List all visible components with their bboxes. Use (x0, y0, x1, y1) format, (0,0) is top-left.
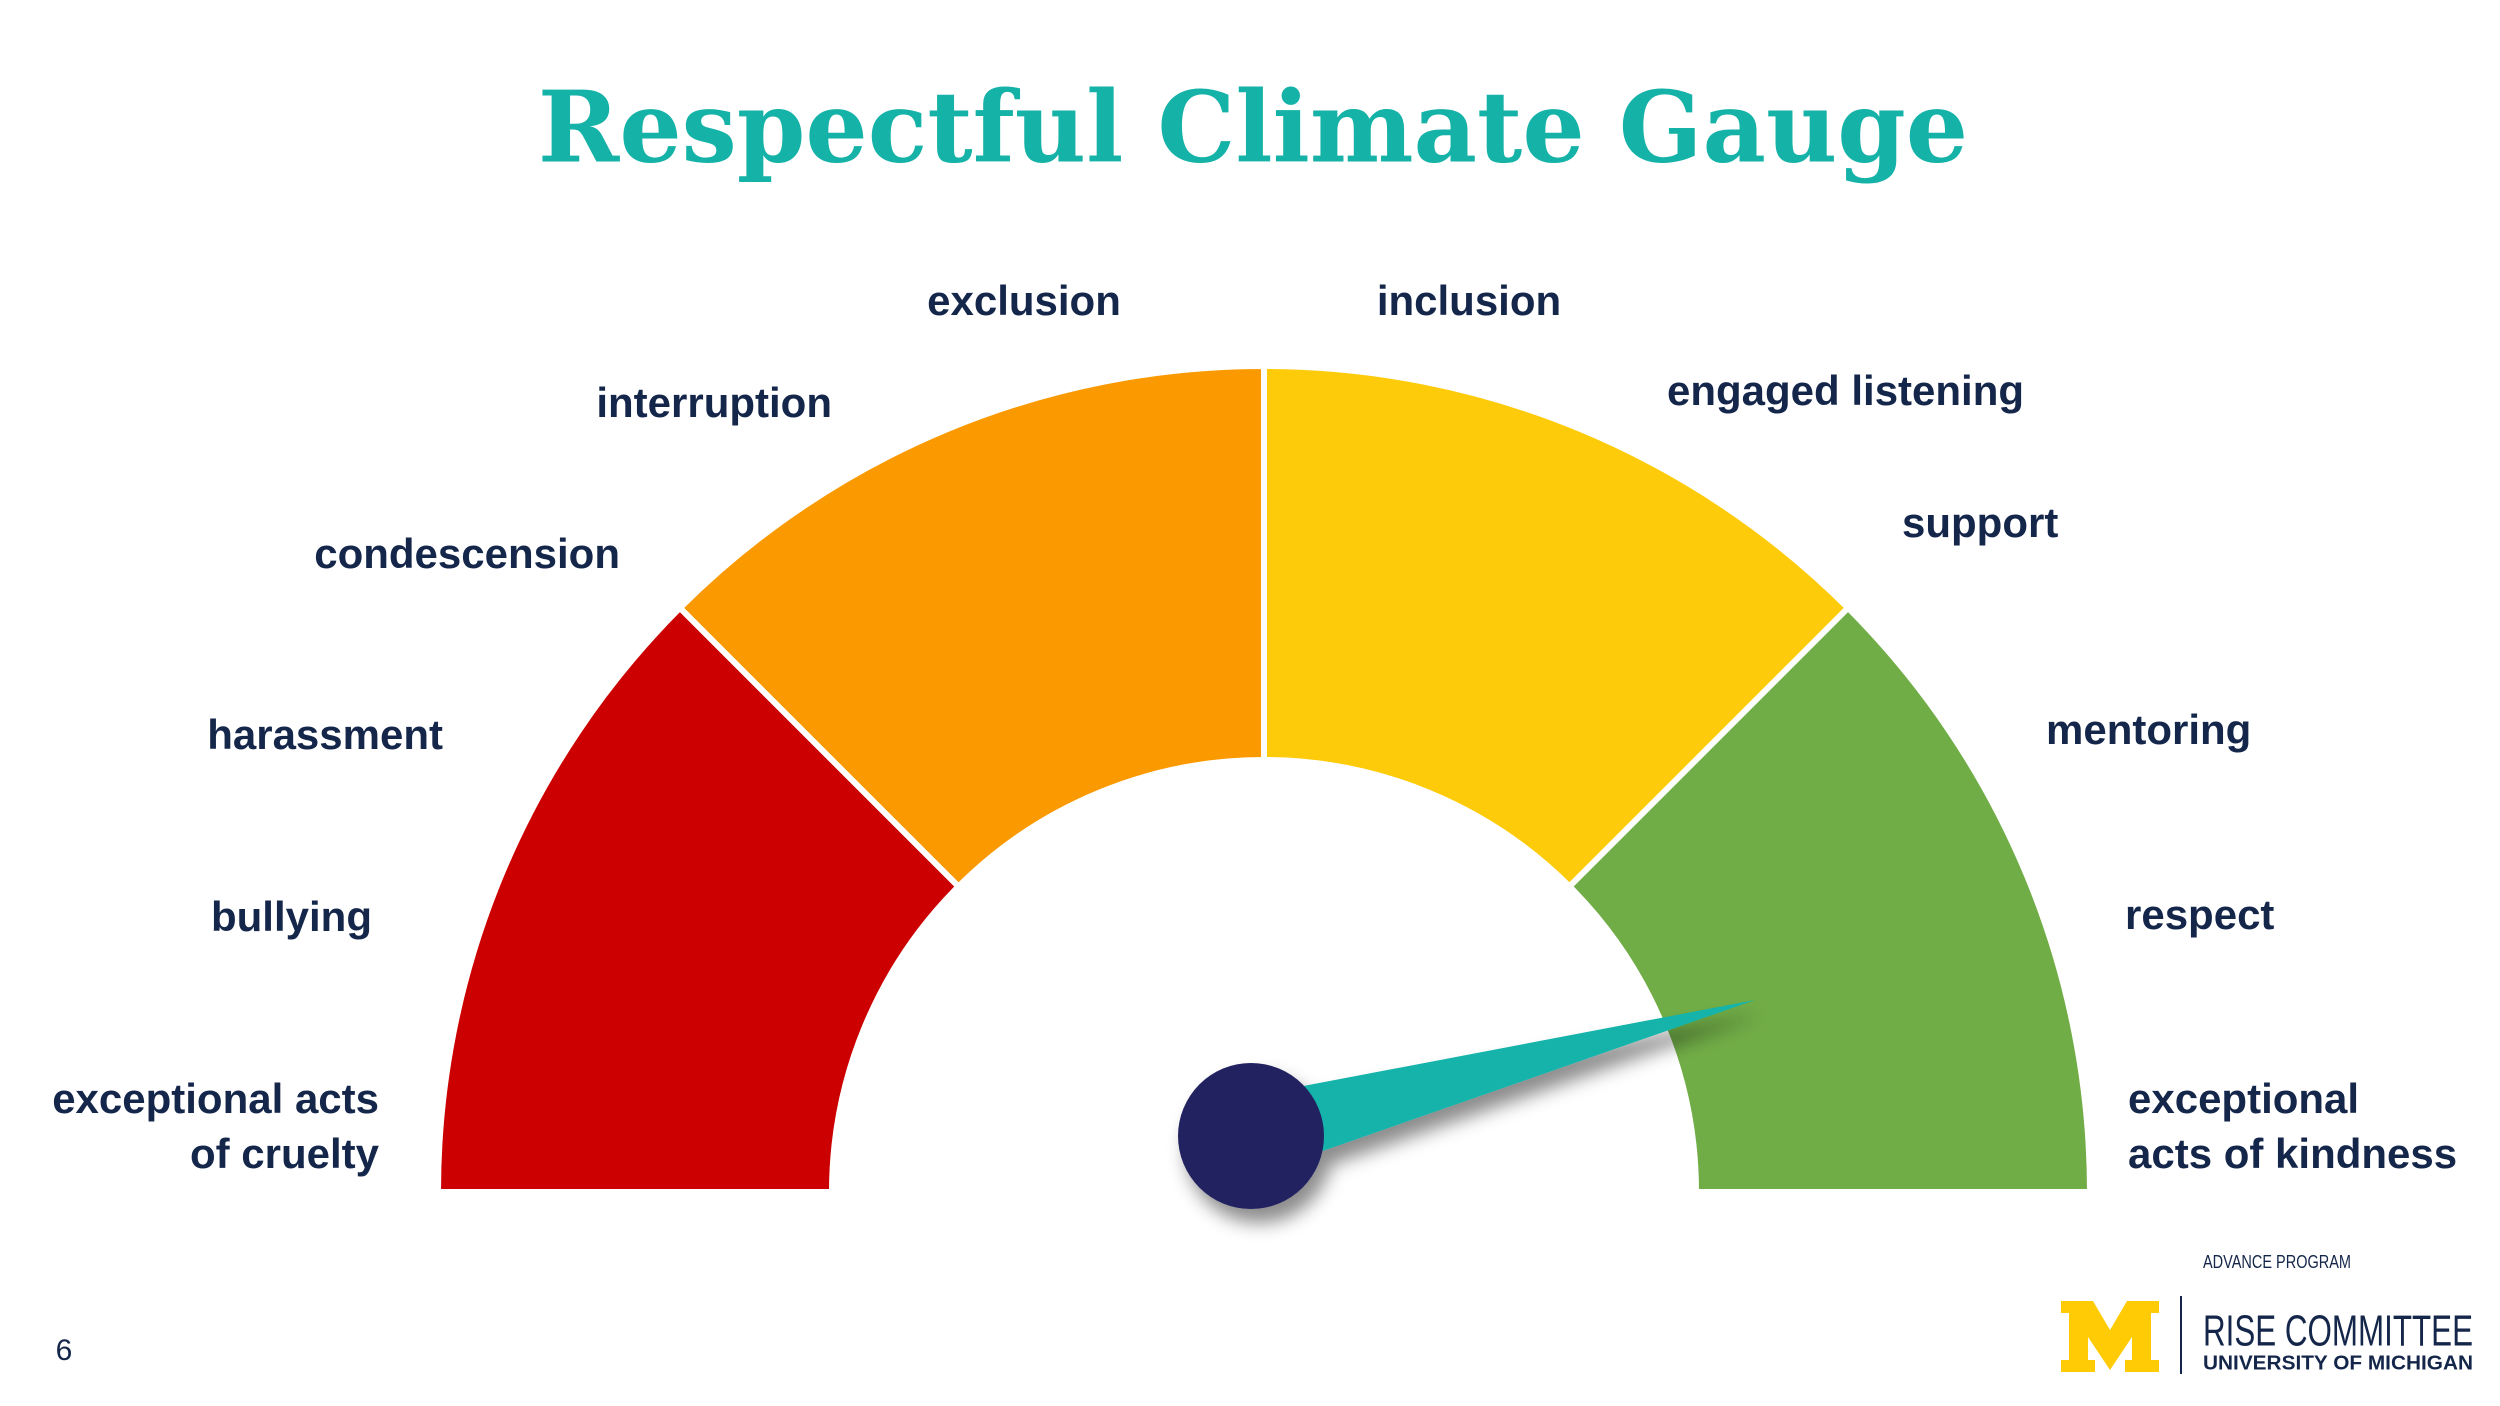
segment-orange (675, 362, 1267, 891)
logo-mark (2061, 1301, 2159, 1372)
segment-green (1565, 603, 2094, 1195)
needle (1178, 1000, 1755, 1209)
gauge (434, 362, 2094, 1195)
label: bullying (211, 893, 372, 940)
label: condescension (314, 530, 620, 577)
label: exceptional (2128, 1075, 2359, 1122)
label: exclusion (927, 277, 1121, 324)
label: support (1902, 499, 2058, 546)
logo: ADVANCE PROGRAM RISE COMMITTEE UNIVERSIT… (2061, 1252, 2473, 1374)
needle-pointer (1251, 1000, 1755, 1176)
segment-yellow (1261, 362, 1853, 891)
label: respect (2125, 891, 2274, 938)
label: engaged listening (1667, 367, 2024, 414)
label: inclusion (1377, 277, 1561, 324)
logo-university: UNIVERSITY OF MICHIGAN (2203, 1352, 2473, 1374)
logo-program: ADVANCE PROGRAM (2203, 1252, 2351, 1272)
label: exceptional acts (52, 1075, 379, 1122)
label: mentoring (2046, 706, 2251, 753)
label: of cruelty (190, 1130, 380, 1177)
logo-committee: RISE COMMITTEE (2203, 1307, 2473, 1356)
label: harassment (207, 711, 443, 758)
segment-red (434, 603, 963, 1195)
page-number: 6 (56, 1334, 73, 1367)
title: Respectful Climate Gauge (538, 70, 1968, 185)
label: acts of kindness (2128, 1130, 2457, 1177)
label: interruption (596, 379, 832, 426)
needle-hub (1178, 1063, 1324, 1209)
